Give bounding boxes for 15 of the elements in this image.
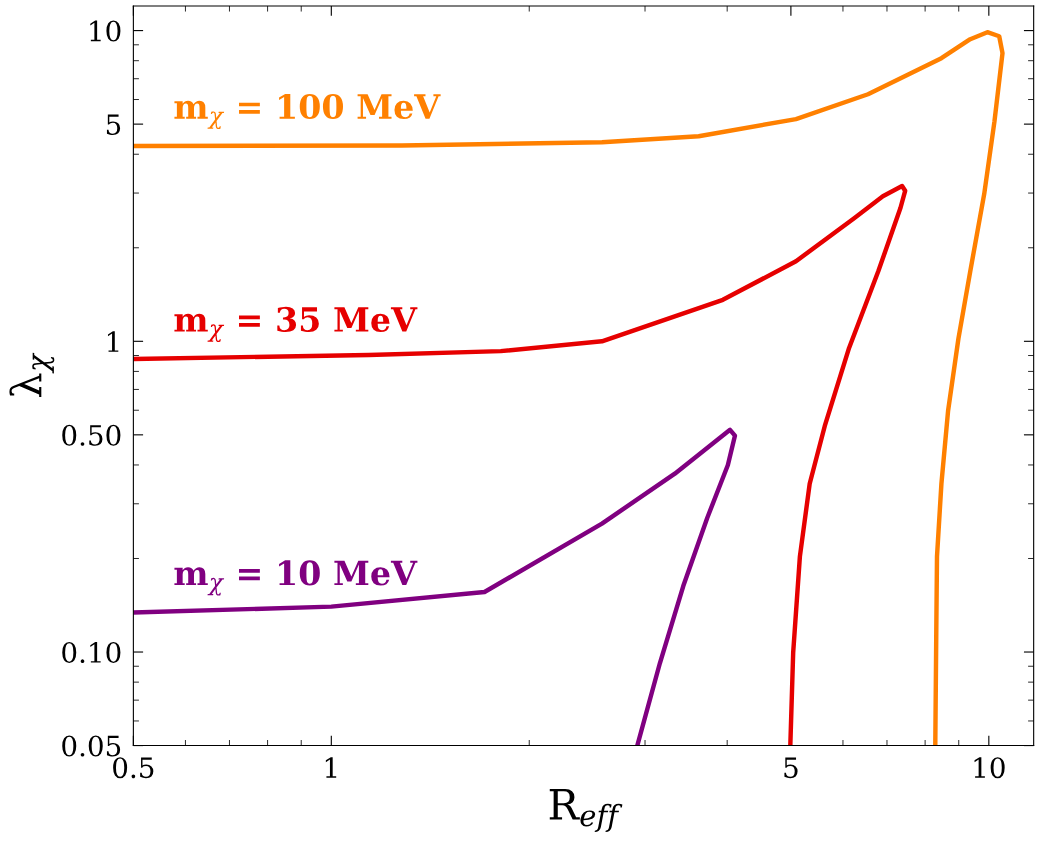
series-label: m$_{χ}$ = 35 MeV — [174, 306, 418, 342]
series-label: m$_{χ}$ = 10 MeV — [174, 560, 418, 596]
x-tick-label: 0.5 — [113, 757, 154, 779]
x-axis-title: R$_{eff}$ — [549, 789, 623, 833]
y-tick-label: 0.05 — [62, 735, 121, 757]
y-tick-label: 0.10 — [62, 641, 121, 663]
y-axis-title: λ$_{χ}$ — [9, 352, 55, 397]
y-tick-label: 1 — [107, 331, 119, 352]
x-tick-label: 10 — [974, 757, 1005, 779]
y-tick-label: 0.50 — [62, 424, 121, 446]
x-tick-label: 1 — [325, 757, 337, 778]
y-tick-label: 5 — [106, 114, 121, 136]
x-tick-label: 5 — [784, 757, 798, 779]
y-tick-label: 10 — [90, 20, 121, 42]
series-label: m$_{χ}$ = 100 MeV — [174, 93, 441, 130]
